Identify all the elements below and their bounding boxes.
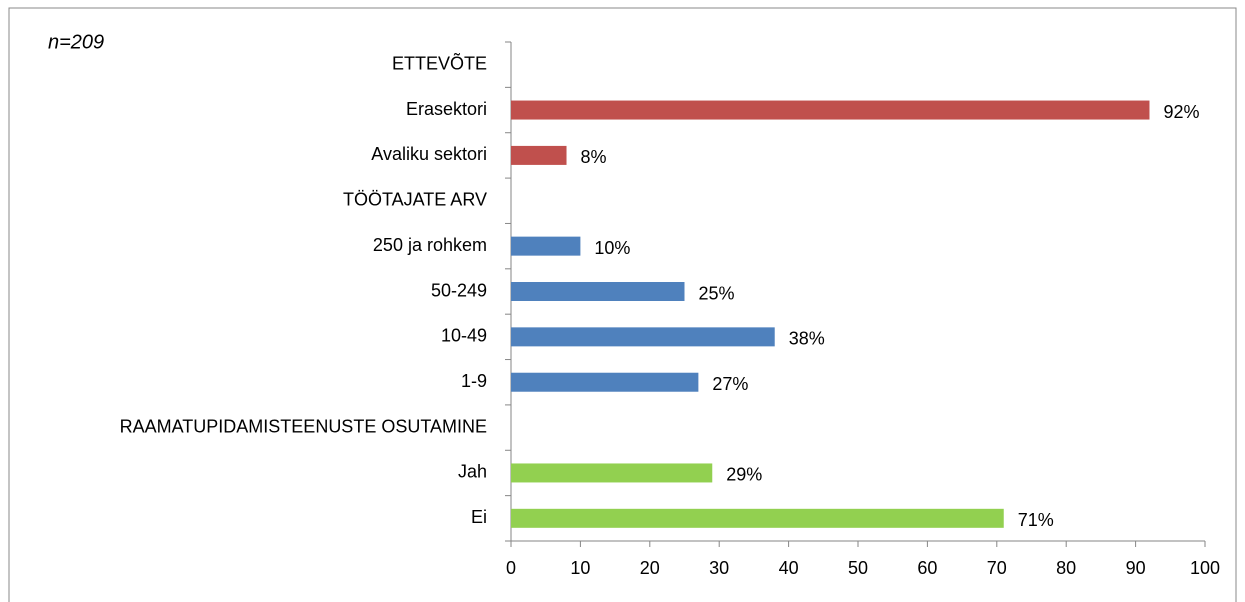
value-label: 10% (594, 238, 630, 258)
value-label: 71% (1018, 510, 1054, 530)
bar (511, 508, 1004, 528)
value-label: 25% (699, 283, 735, 303)
y-tick-label: Ei (471, 507, 487, 527)
y-tick-label: Erasektori (406, 99, 487, 119)
x-tick-label: 90 (1126, 558, 1146, 578)
bar (511, 463, 713, 483)
value-label: 27% (712, 374, 748, 394)
y-tick-label: Avaliku sektori (371, 144, 487, 164)
y-tick-label: 250 ja rohkem (373, 235, 487, 255)
value-label: 29% (726, 465, 762, 485)
bar (511, 145, 567, 165)
x-tick-label: 0 (506, 558, 516, 578)
bar (511, 236, 581, 256)
x-tick-label: 80 (1056, 558, 1076, 578)
y-tick-label: ETTEVÕTE (392, 52, 487, 73)
bar (511, 372, 699, 392)
value-label: 8% (581, 147, 607, 167)
bar (511, 327, 775, 347)
x-tick-label: 60 (917, 558, 937, 578)
x-tick-label: 10 (570, 558, 590, 578)
annotation: n=209 (48, 31, 104, 53)
y-tick-label: RAAMATUPIDAMISTEENUSTE OSUTAMINE (120, 416, 487, 436)
bar (511, 282, 685, 301)
x-tick-label: 30 (709, 558, 729, 578)
value-label: 38% (789, 329, 825, 349)
y-tick-label: 10-49 (441, 326, 487, 346)
x-tick-label: 100 (1190, 558, 1220, 578)
x-tick-label: 20 (640, 558, 660, 578)
y-tick-label: 1-9 (461, 371, 487, 391)
y-tick-label: TÖÖTAJATE ARV (343, 190, 487, 210)
bar (511, 100, 1150, 120)
chart-frame (8, 7, 1237, 602)
y-tick-label: 50-249 (431, 280, 487, 300)
x-tick-label: 70 (987, 558, 1007, 578)
x-tick-label: 40 (779, 558, 799, 578)
x-tick-label: 50 (848, 558, 868, 578)
y-tick-label: Jah (458, 462, 487, 482)
value-label: 92% (1163, 102, 1199, 122)
